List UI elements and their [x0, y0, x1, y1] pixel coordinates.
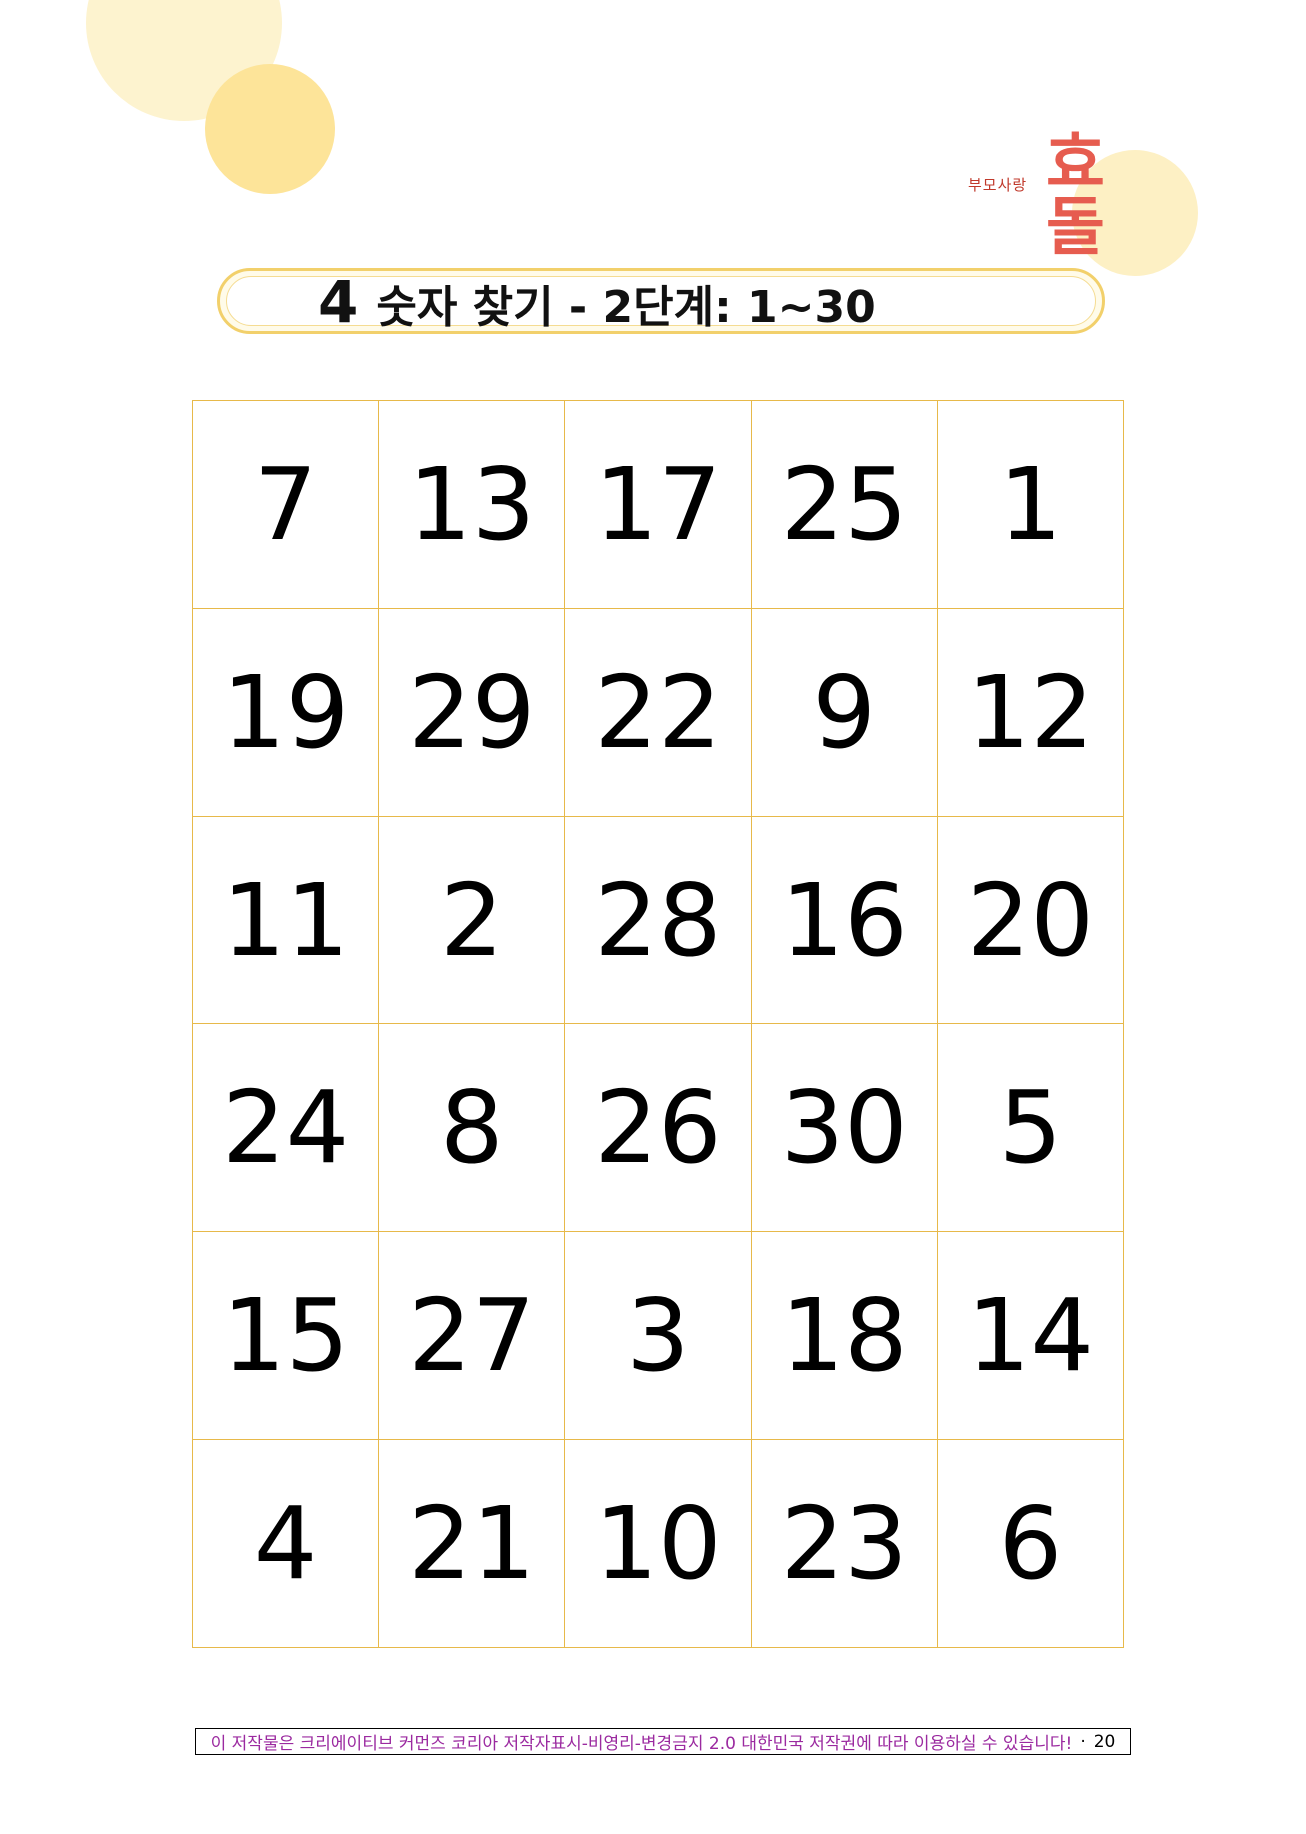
grid-cell[interactable]: 28 [565, 816, 752, 1025]
grid-cell[interactable]: 23 [751, 1440, 938, 1648]
footer-license: 이 저작물은 크리에이티브 커먼즈 코리아 저작자표시-비영리-변경금지 2.0… [195, 1728, 1131, 1755]
grid-cell[interactable]: 15 [193, 1232, 380, 1441]
grid-cell[interactable]: 3 [565, 1232, 752, 1441]
title-banner [217, 268, 1105, 334]
grid-cell[interactable]: 8 [379, 1024, 566, 1233]
title-number: 4 [318, 268, 359, 336]
grid-cell[interactable]: 12 [937, 608, 1124, 817]
brand-logo: 부모사랑 효돌 [968, 128, 1148, 260]
grid-cell[interactable]: 13 [379, 401, 566, 609]
logo-big-text: 효돌 [1046, 127, 1105, 265]
grid-cell[interactable]: 24 [193, 1024, 380, 1233]
title-label: 숫자 찾기 - 2단계: 1~30 [376, 282, 876, 333]
grid-cell[interactable]: 11 [193, 816, 380, 1025]
license-notice: 이 저작물은 크리에이티브 커먼즈 코리아 저작자표시-비영리-변경금지 2.0… [210, 1734, 1073, 1754]
page-number: 20 [1093, 1731, 1116, 1752]
grid-cell[interactable]: 20 [937, 816, 1124, 1025]
grid-cell[interactable]: 30 [751, 1024, 938, 1233]
grid-cell[interactable]: 4 [193, 1440, 380, 1648]
decorative-circle-right [1072, 150, 1198, 276]
grid-cell[interactable]: 5 [937, 1024, 1124, 1233]
grid-cell[interactable]: 17 [565, 401, 752, 609]
grid-cell[interactable]: 27 [379, 1232, 566, 1441]
grid-cell[interactable]: 10 [565, 1440, 752, 1648]
grid-cell[interactable]: 18 [751, 1232, 938, 1441]
grid-cell[interactable]: 1 [937, 401, 1124, 609]
grid-cell[interactable]: 29 [379, 608, 566, 817]
number-grid: 7 13 17 25 1 19 29 22 9 12 11 2 28 16 20 24 8 26 30 5 15 27 3 1… [192, 400, 1124, 1648]
decorative-circle-yellow [205, 64, 335, 194]
grid-cell[interactable]: 22 [565, 608, 752, 817]
grid-cell[interactable]: 9 [751, 608, 938, 817]
grid-cell[interactable]: 7 [193, 401, 380, 609]
grid-cell[interactable]: 21 [379, 1440, 566, 1648]
page-title: 4 숫자 찾기 - 2단계: 1~30 [318, 270, 876, 334]
grid-cell[interactable]: 16 [751, 816, 938, 1025]
logo-small-text: 부모사랑 [968, 176, 1028, 194]
grid-cell[interactable]: 26 [565, 1024, 752, 1233]
grid-cell[interactable]: 2 [379, 816, 566, 1025]
grid-cell[interactable]: 25 [751, 401, 938, 609]
footer-separator: · [1080, 1731, 1086, 1752]
grid-cell[interactable]: 6 [937, 1440, 1124, 1648]
grid-cell[interactable]: 19 [193, 608, 380, 817]
grid-cell[interactable]: 14 [937, 1232, 1124, 1441]
